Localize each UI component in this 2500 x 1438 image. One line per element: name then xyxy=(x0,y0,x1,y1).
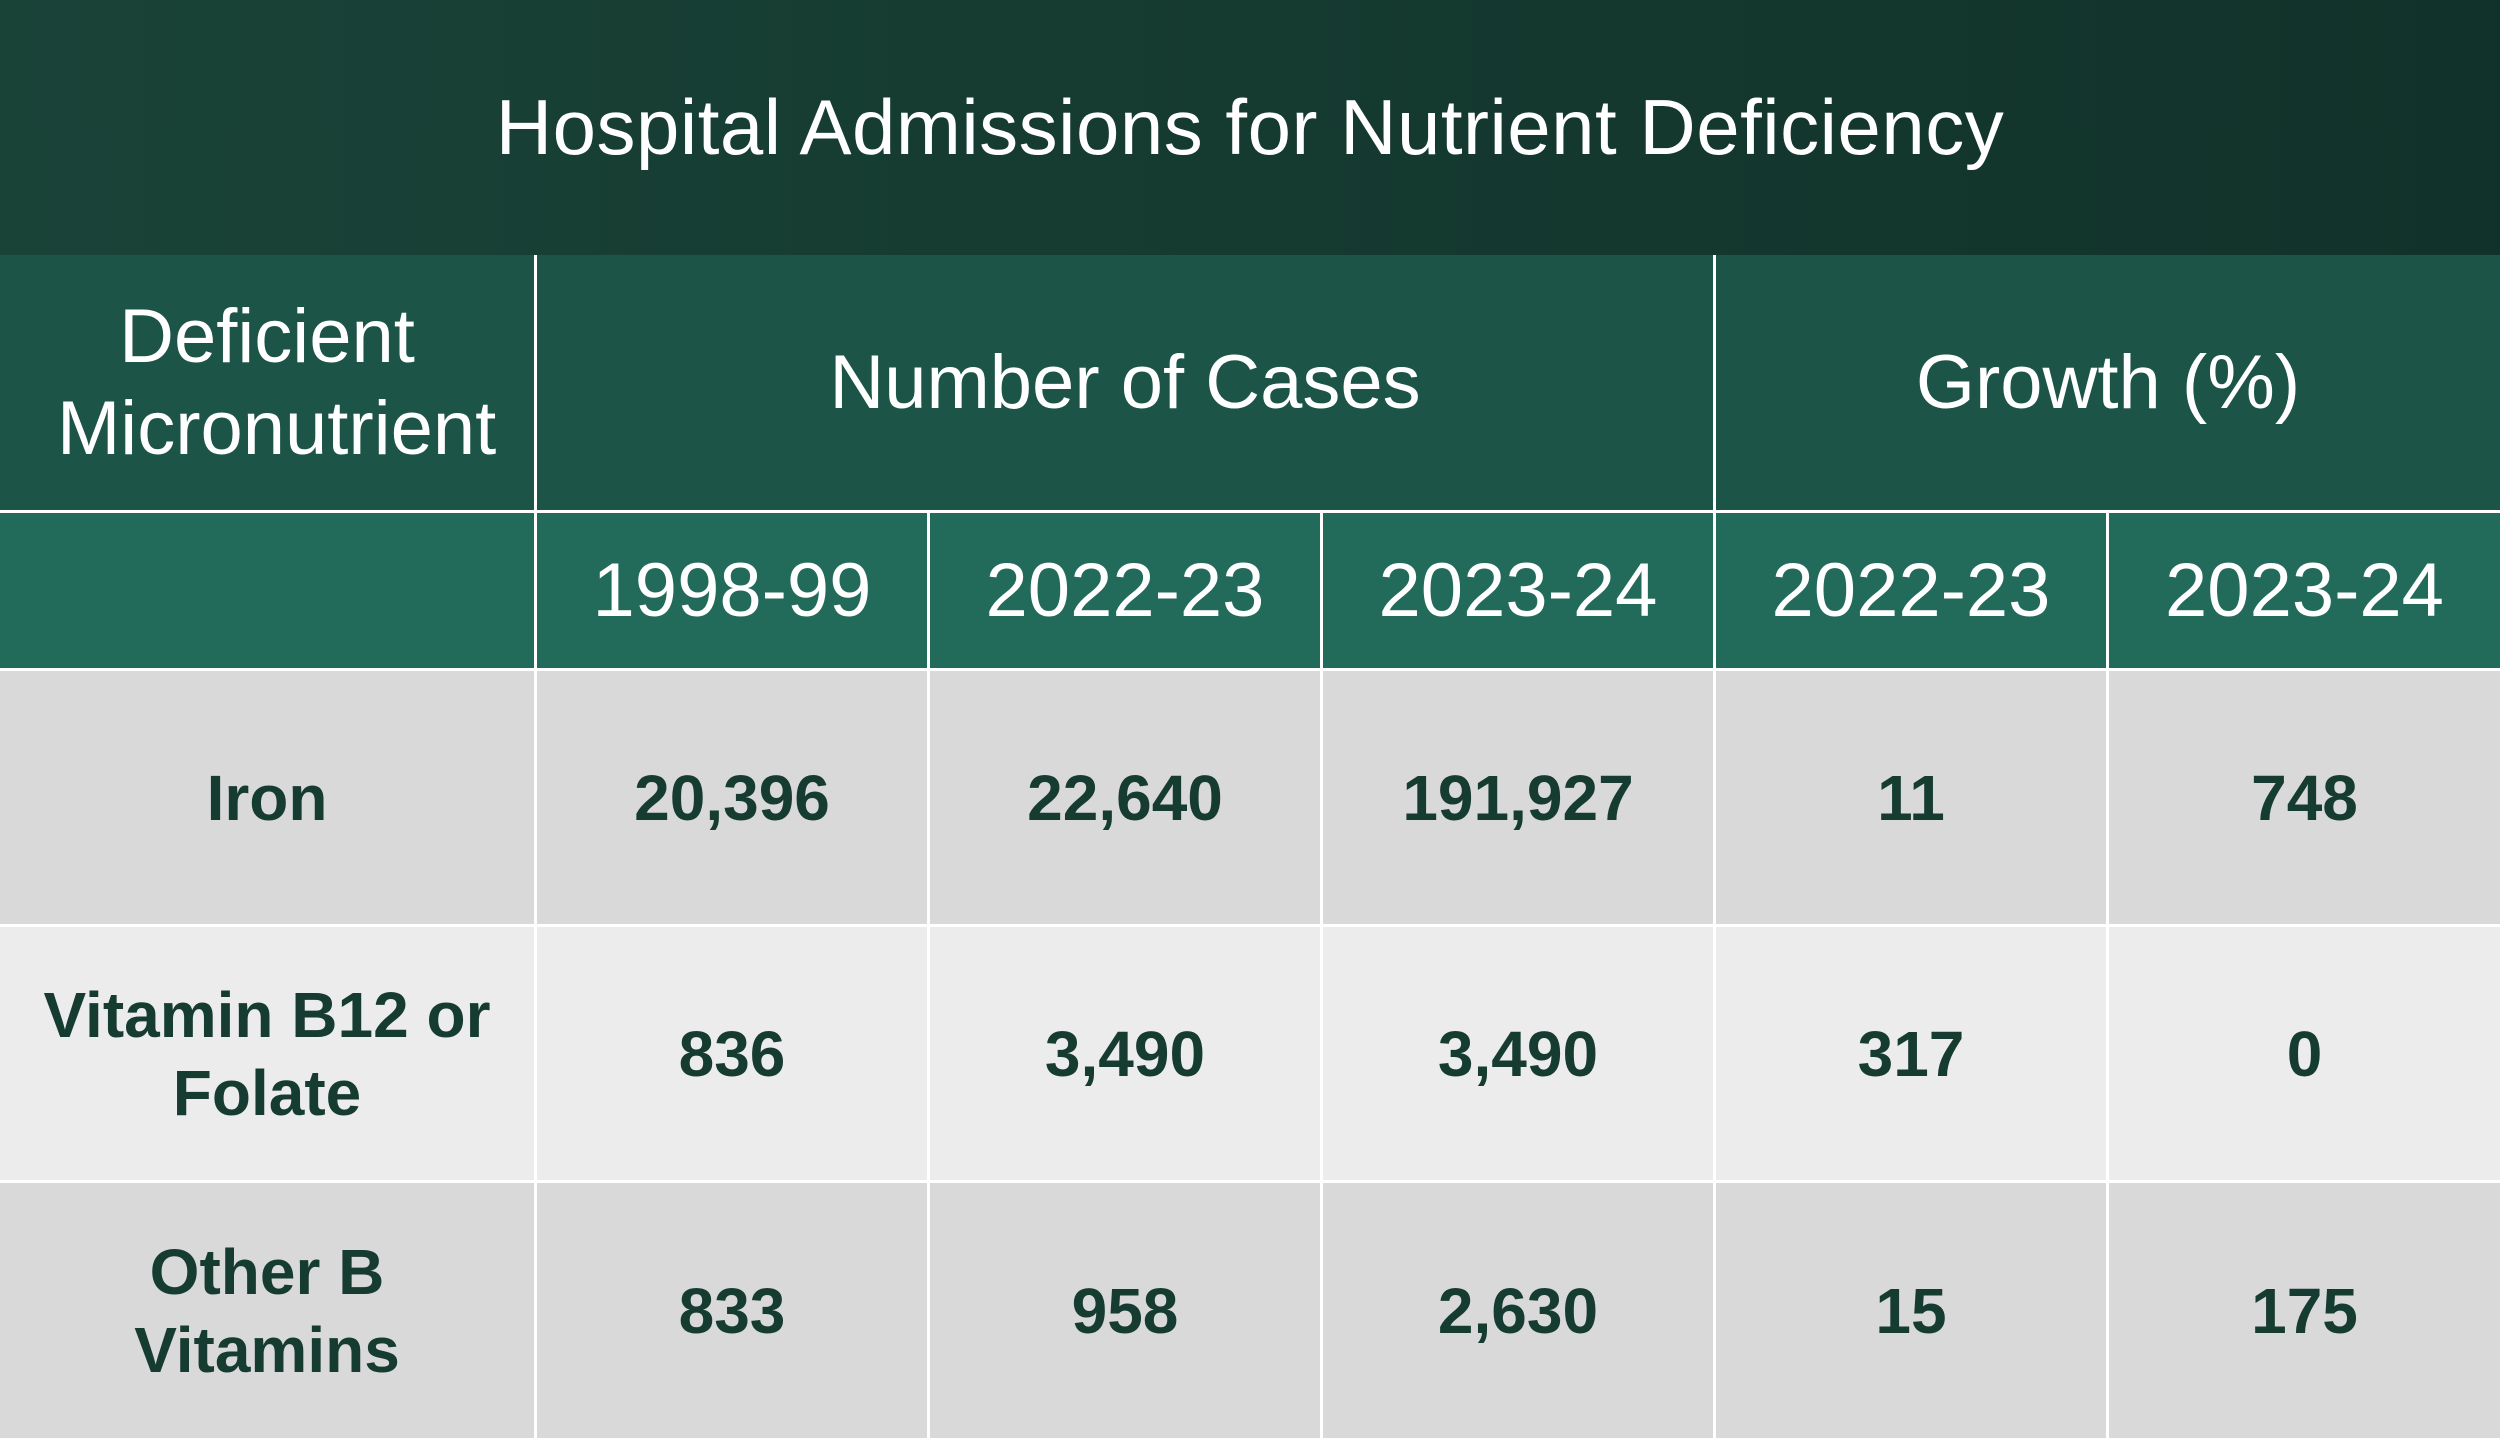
table-cell: 833 xyxy=(537,1183,930,1438)
table-cell-value: 0 xyxy=(2286,1017,2323,1090)
subheader-cases-year-label: 2022-23 xyxy=(985,548,1265,633)
table-cell: 22,640 xyxy=(930,671,1323,927)
table-cell-value: 958 xyxy=(1071,1274,1179,1347)
table-cell-value: 836 xyxy=(678,1017,786,1090)
header-growth-group: Growth (%) xyxy=(1716,255,2500,513)
table-cell-value: 22,640 xyxy=(1027,761,1223,834)
header-growth-group-label: Growth (%) xyxy=(1915,339,2301,425)
table-cell-value: 2,630 xyxy=(1437,1274,1599,1347)
table-cell-value: 20,396 xyxy=(634,761,830,834)
subheader-cases-year-label: 2023-24 xyxy=(1378,548,1658,633)
table-cell-value: 3,490 xyxy=(1044,1017,1206,1090)
subheader-cases-year: 2023-24 xyxy=(1323,513,1716,671)
subheader-growth-year: 2022-23 xyxy=(1716,513,2109,671)
table-cell: 3,490 xyxy=(930,927,1323,1183)
table-cell: 191,927 xyxy=(1323,671,1716,927)
table-cell-value: 833 xyxy=(678,1274,786,1347)
table-cell: 317 xyxy=(1716,927,2109,1183)
table-row-label: Other B Vitamins xyxy=(0,1183,537,1438)
table-cell-value: 3,490 xyxy=(1437,1017,1599,1090)
row-label-text: Iron xyxy=(206,761,328,834)
table-cell-value: 11 xyxy=(1877,761,1945,834)
subheader-growth-year-label: 2023-24 xyxy=(2165,548,2444,633)
table-row-label: Vitamin B12 or Folate xyxy=(0,927,537,1183)
table-cell: 20,396 xyxy=(537,671,930,927)
subheader-growth-year: 2023-24 xyxy=(2109,513,2500,671)
table-cell: 836 xyxy=(537,927,930,1183)
table-cell-value: 15 xyxy=(1875,1274,1947,1347)
table-title-bar: Hospital Admissions for Nutrient Deficie… xyxy=(0,0,2500,255)
table-cell-value: 317 xyxy=(1857,1017,1965,1090)
table-cell: 11 xyxy=(1716,671,2109,927)
header-cases-group-label: Number of Cases xyxy=(829,339,1421,425)
subheader-cases-year-label: 1998-99 xyxy=(592,548,872,633)
row-label-text: Other B Vitamins xyxy=(134,1235,400,1386)
table-cell: 175 xyxy=(2109,1183,2500,1438)
subheader-cases-year: 2022-23 xyxy=(930,513,1323,671)
table-cell: 3,490 xyxy=(1323,927,1716,1183)
subheader-empty xyxy=(0,513,537,671)
row-label-text: Vitamin B12 or Folate xyxy=(43,978,491,1129)
table-cell: 2,630 xyxy=(1323,1183,1716,1438)
table-cell: 15 xyxy=(1716,1183,2109,1438)
table-cell-value: 175 xyxy=(2251,1274,2358,1347)
header-nutrient-label: Deficient Micronutrient xyxy=(57,293,497,471)
table-row-label: Iron xyxy=(0,671,537,927)
table-cell: 958 xyxy=(930,1183,1323,1438)
subheader-growth-year-label: 2022-23 xyxy=(1771,548,2051,633)
subheader-cases-year: 1998-99 xyxy=(537,513,930,671)
table-cell-value: 748 xyxy=(2251,761,2358,834)
header-nutrient: Deficient Micronutrient xyxy=(0,255,537,513)
table-cell: 748 xyxy=(2109,671,2500,927)
table-cell: 0 xyxy=(2109,927,2500,1183)
header-cases-group: Number of Cases xyxy=(537,255,1716,513)
table-title: Hospital Admissions for Nutrient Deficie… xyxy=(495,83,2005,171)
table-cell-value: 191,927 xyxy=(1402,761,1634,834)
